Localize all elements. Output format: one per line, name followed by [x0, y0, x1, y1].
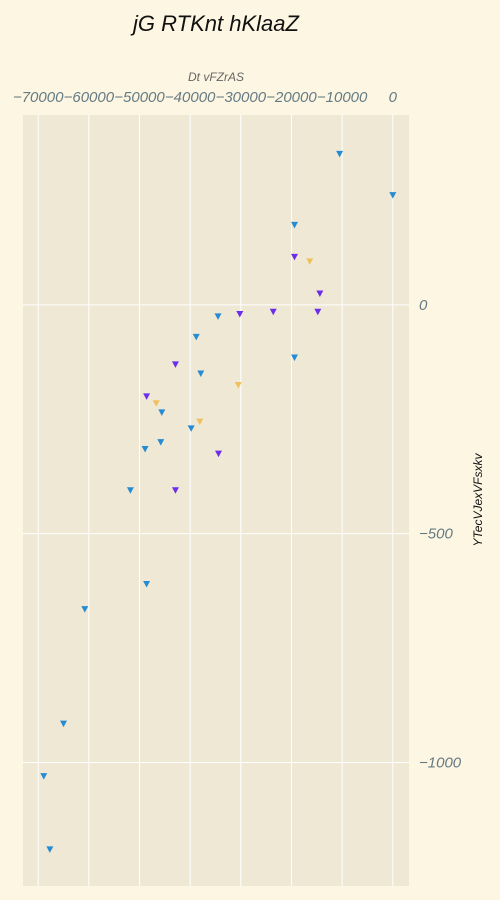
data-point [314, 308, 322, 316]
data-point [171, 361, 179, 368]
y-axis-label: YTecVJexVFsxkv [471, 453, 485, 547]
data-point [143, 393, 151, 400]
y-tick-label: −1000 [419, 754, 462, 771]
data-point [215, 450, 223, 458]
data-point [40, 773, 48, 780]
data-points [40, 150, 397, 853]
data-point [126, 487, 134, 494]
data-point [234, 381, 242, 389]
data-point [46, 846, 54, 853]
data-point [336, 150, 344, 158]
data-point [316, 290, 324, 297]
data-point [158, 409, 166, 416]
data-point [187, 425, 195, 432]
data-point [60, 720, 68, 728]
gridlines [23, 115, 409, 886]
y-tick-label: 0 [419, 297, 428, 314]
data-point [141, 446, 149, 453]
data-point [196, 418, 204, 426]
x-tick-label: −50000 [114, 89, 165, 106]
x-tick-label: −60000 [64, 89, 115, 106]
y-tick-labels: 0 −500 −1000 [419, 297, 462, 772]
plot-area [23, 115, 409, 886]
data-point [197, 370, 205, 378]
data-point [214, 313, 222, 320]
data-point [157, 439, 165, 446]
x-tick-label: −70000 [13, 89, 64, 106]
data-point [152, 400, 160, 407]
data-point [171, 487, 179, 494]
x-axis-label: Dt vFZrAS [188, 70, 244, 84]
x-tick-label: −40000 [165, 89, 216, 106]
x-tick-label: −30000 [216, 89, 267, 106]
chart-title: jG RTKnt hKlaaZ [130, 11, 300, 36]
data-point [291, 354, 299, 362]
data-point [306, 258, 314, 265]
data-point [389, 192, 397, 199]
data-point [81, 606, 89, 613]
data-point [291, 253, 299, 261]
data-point [192, 333, 200, 341]
x-tick-label: −20000 [266, 89, 317, 106]
y-tick-label: −500 [419, 526, 453, 543]
data-point [236, 311, 244, 318]
data-point [269, 308, 277, 316]
x-tick-labels: −70000 −60000 −50000 −40000 −30000 −20000 −100… [13, 89, 398, 106]
x-tick-label: −10000 [317, 89, 368, 106]
x-tick-label: 0 [389, 89, 398, 106]
data-point [291, 221, 299, 229]
data-point [143, 581, 151, 588]
